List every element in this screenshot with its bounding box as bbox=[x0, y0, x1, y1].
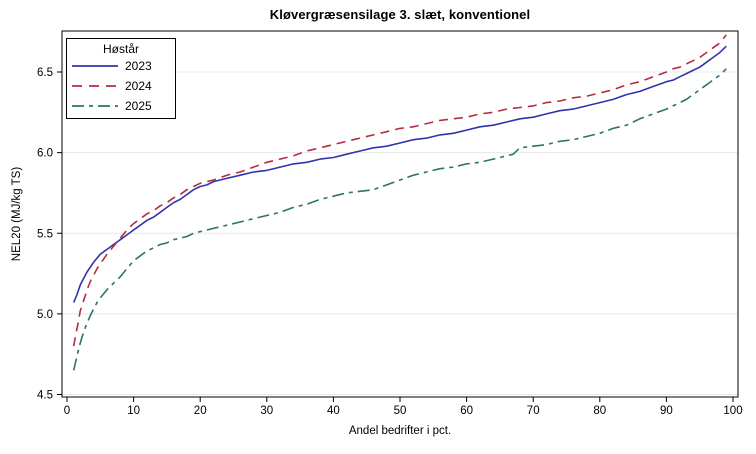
x-tick-label-60: 60 bbox=[460, 405, 473, 417]
chart-title: Kløvergræsensilage 3. slæt, konventionel bbox=[269, 7, 531, 22]
legend-line-sample-2023 bbox=[72, 65, 118, 67]
legend-rows: 2023 2024 2025 bbox=[67, 56, 175, 116]
y-tick-label-5.5: 5.5 bbox=[37, 228, 53, 240]
x-axis-label: Andel bedrifter i pct. bbox=[348, 425, 452, 437]
legend-title: Høstår bbox=[103, 42, 139, 56]
series-line-2024 bbox=[72, 34, 727, 347]
y-tick-label-4.5: 4.5 bbox=[37, 390, 53, 402]
x-tick-label-80: 80 bbox=[593, 405, 606, 417]
legend-label-2024: 2024 bbox=[125, 79, 152, 93]
x-tick-label-30: 30 bbox=[260, 405, 273, 417]
legend-box: Høstår 2023 2024 2025 bbox=[66, 38, 176, 119]
x-tick-label-90: 90 bbox=[660, 405, 673, 417]
x-tick-label-40: 40 bbox=[327, 405, 340, 417]
x-tick-label-10: 10 bbox=[127, 405, 140, 417]
x-tick-label-20: 20 bbox=[194, 405, 207, 417]
y-tick-label-6.5: 6.5 bbox=[37, 67, 53, 79]
x-tick-label-100: 100 bbox=[723, 405, 742, 417]
series-line-2023 bbox=[72, 45, 727, 303]
x-tick-label-0: 0 bbox=[64, 405, 70, 417]
legend-line-sample-2024 bbox=[72, 85, 118, 87]
x-tick-label-50: 50 bbox=[394, 405, 407, 417]
y-axis-label: NEL20 (MJ/kg TS) bbox=[11, 166, 23, 262]
y-tick-label-5: 5.0 bbox=[37, 309, 53, 321]
x-tick-label-70: 70 bbox=[527, 405, 540, 417]
legend-label-2025: 2025 bbox=[125, 99, 152, 113]
legend-item-2023: 2023 bbox=[67, 56, 175, 76]
legend-line-sample-2025 bbox=[72, 105, 118, 107]
y-tick-label-6: 6.0 bbox=[37, 148, 53, 160]
series-line-2025 bbox=[72, 68, 727, 371]
legend-label-2023: 2023 bbox=[125, 59, 152, 73]
legend-item-2024: 2024 bbox=[67, 76, 175, 96]
legend-item-2025: 2025 bbox=[67, 96, 175, 116]
